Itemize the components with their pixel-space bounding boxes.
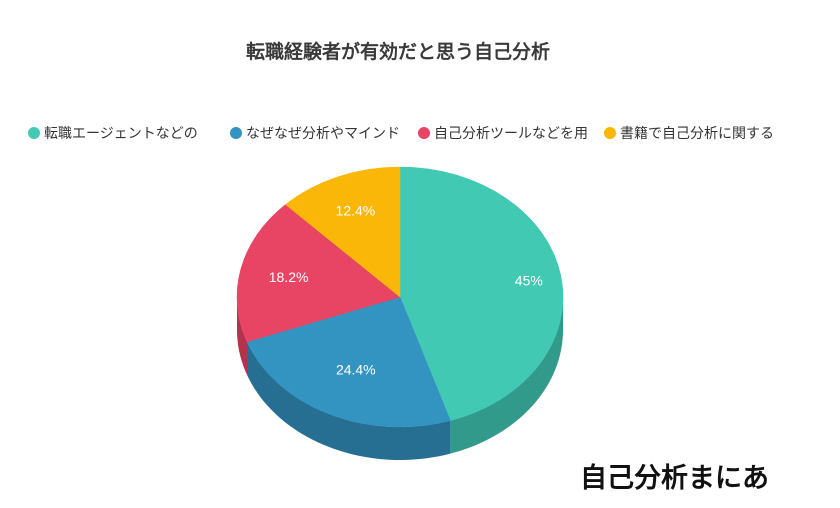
- data-labels: 45% 24.4% 18.2% 12.4%: [269, 202, 543, 377]
- pie-body: [236, 166, 564, 460]
- pie-slice-3[interactable]: [285, 166, 401, 298]
- pie-side-2: [237, 297, 247, 375]
- site-logo-watermark: 自己分析まにあ: [580, 462, 769, 494]
- pie-side-1: [246, 341, 451, 460]
- data-label-3: 12.4%: [336, 202, 376, 218]
- data-label-2: 18.2%: [269, 269, 309, 285]
- pie-side-0: [450, 297, 563, 454]
- pie-slice-2[interactable]: [236, 204, 401, 343]
- legend-marker-3[interactable]: [604, 127, 616, 139]
- legend-label-2[interactable]: 自己分析ツールなどを用: [434, 126, 588, 142]
- legend-label-1[interactable]: なぜなぜ分析やマインド: [246, 126, 400, 142]
- data-label-1: 24.4%: [336, 362, 376, 378]
- pie-slice-1[interactable]: [246, 296, 451, 428]
- site-logo-text: 自己分析まにあ: [580, 462, 769, 494]
- chart-title: 転職経験者が有効だと思う自己分析: [246, 40, 550, 63]
- chart-legend: 転職エージェントなどの なぜなぜ分析やマインド 自己分析ツールなどを用 書籍で自己分析…: [28, 125, 774, 142]
- legend-label-3[interactable]: 書籍で自己分析に関する: [620, 125, 774, 142]
- data-label-0: 45%: [515, 273, 543, 289]
- legend-marker-0[interactable]: [28, 127, 40, 139]
- legend-marker-2[interactable]: [418, 127, 430, 139]
- legend-label-0[interactable]: 転職エージェントなどの: [44, 126, 198, 142]
- pie-slice-0[interactable]: [399, 166, 564, 421]
- legend-marker-1[interactable]: [230, 127, 242, 139]
